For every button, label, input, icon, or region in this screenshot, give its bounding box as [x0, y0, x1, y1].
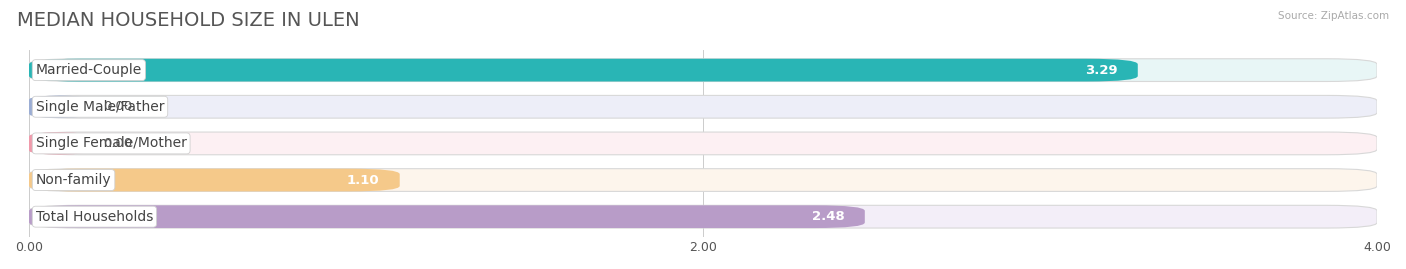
Text: Married-Couple: Married-Couple	[35, 63, 142, 77]
FancyBboxPatch shape	[30, 59, 1137, 82]
FancyBboxPatch shape	[30, 95, 1376, 118]
Text: Total Households: Total Households	[35, 210, 153, 224]
Text: Source: ZipAtlas.com: Source: ZipAtlas.com	[1278, 11, 1389, 21]
Text: 1.10: 1.10	[347, 174, 380, 186]
FancyBboxPatch shape	[30, 59, 1376, 82]
Text: Single Male/Father: Single Male/Father	[35, 100, 165, 114]
Text: 0.00: 0.00	[103, 100, 132, 113]
Text: 0.00: 0.00	[103, 137, 132, 150]
Text: 3.29: 3.29	[1085, 64, 1118, 77]
FancyBboxPatch shape	[30, 169, 1376, 192]
FancyBboxPatch shape	[30, 205, 865, 228]
FancyBboxPatch shape	[30, 205, 1376, 228]
FancyBboxPatch shape	[30, 95, 90, 118]
Text: MEDIAN HOUSEHOLD SIZE IN ULEN: MEDIAN HOUSEHOLD SIZE IN ULEN	[17, 11, 360, 30]
Text: Single Female/Mother: Single Female/Mother	[35, 136, 187, 150]
Text: Non-family: Non-family	[35, 173, 111, 187]
FancyBboxPatch shape	[30, 132, 1376, 155]
FancyBboxPatch shape	[30, 169, 399, 192]
Text: 2.48: 2.48	[811, 210, 845, 223]
FancyBboxPatch shape	[30, 132, 90, 155]
